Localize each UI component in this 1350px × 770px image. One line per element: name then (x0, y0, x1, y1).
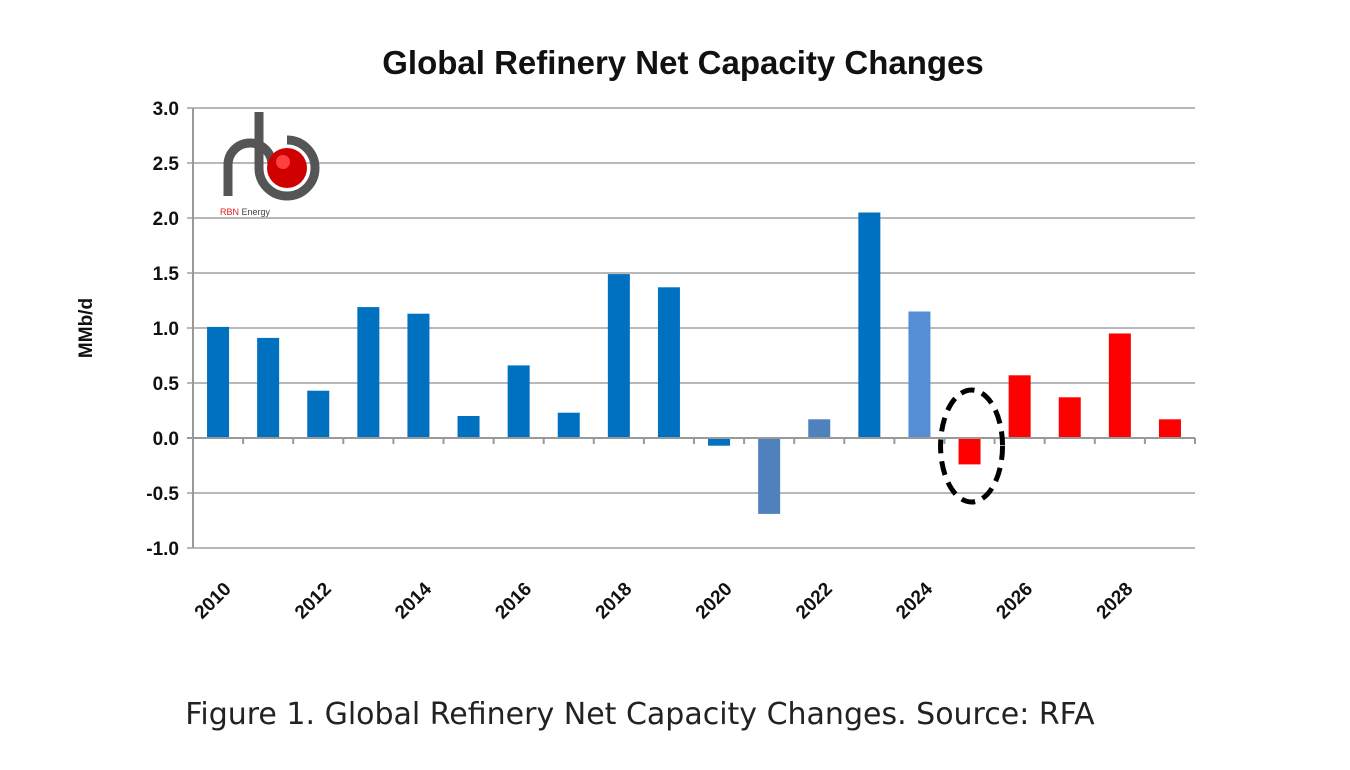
y-tick-label: 0.5 (153, 374, 180, 395)
bar-2018 (607, 274, 630, 438)
bar-2014 (407, 313, 430, 438)
x-tick-label: 2012 (291, 579, 336, 624)
y-tick-label: 1.5 (153, 264, 180, 285)
axes (187, 108, 1196, 548)
bar-chart: Global Refinery Net Capacity Changes MMb… (76, 44, 1196, 623)
x-tick-labels: 2010 2012 2014 2016 2018 2020 2022 2024 2026 2028 (191, 578, 1138, 623)
x-tick-label: 2028 (1093, 579, 1138, 624)
y-tick-label: 1.0 (153, 319, 179, 340)
chart-title: Global Refinery Net Capacity Changes (382, 44, 984, 81)
highlight-ellipse (938, 387, 1006, 505)
x-tick-label: 2014 (391, 578, 436, 623)
y-tick-labels: 3.0 2.5 2.0 1.5 1.0 0.5 0.0 -0.5 -1.0 (146, 99, 179, 560)
y-tick-label: 2.5 (153, 154, 180, 175)
bars (207, 212, 1181, 514)
bar-2012 (307, 390, 330, 438)
y-tick-label: 3.0 (153, 99, 179, 120)
x-tick-label: 2016 (491, 579, 536, 624)
rbn-energy-logo: RBN Energy (220, 112, 320, 217)
gridlines (187, 107, 1195, 549)
bar-2025 (958, 438, 981, 465)
bar-2013 (357, 307, 380, 438)
bar-2027 (1058, 397, 1081, 438)
bar-2015 (457, 416, 480, 438)
y-tick-label: 2.0 (153, 209, 179, 230)
x-tick-label: 2020 (692, 579, 737, 624)
bar-2029 (1158, 419, 1181, 438)
y-tick-label: -1.0 (146, 539, 179, 560)
bar-2011 (257, 337, 280, 438)
figure-caption: Figure 1. Global Refinery Net Capacity C… (185, 697, 1095, 732)
bar-2022 (808, 419, 831, 438)
y-tick-label: -0.5 (146, 484, 179, 505)
bar-2024 (908, 311, 931, 438)
svg-text:RBN Energy: RBN Energy (220, 207, 271, 217)
x-tick-label: 2018 (592, 579, 637, 624)
x-tick-label: 2026 (992, 579, 1037, 624)
bar-2016 (507, 365, 530, 438)
x-tick-label: 2024 (892, 578, 937, 623)
bar-2010 (207, 326, 230, 438)
bar-2020 (708, 438, 731, 446)
bar-2017 (557, 412, 580, 438)
x-tick-label: 2010 (191, 579, 236, 624)
y-tick-label: 0.0 (153, 429, 179, 450)
x-tick-label: 2022 (792, 579, 837, 624)
bar-2019 (657, 287, 680, 438)
bar-2026 (1008, 375, 1031, 438)
bar-2023 (858, 212, 881, 438)
bar-2021 (758, 438, 781, 514)
bar-2028 (1108, 333, 1131, 438)
y-axis-label: MMb/d (76, 298, 97, 358)
